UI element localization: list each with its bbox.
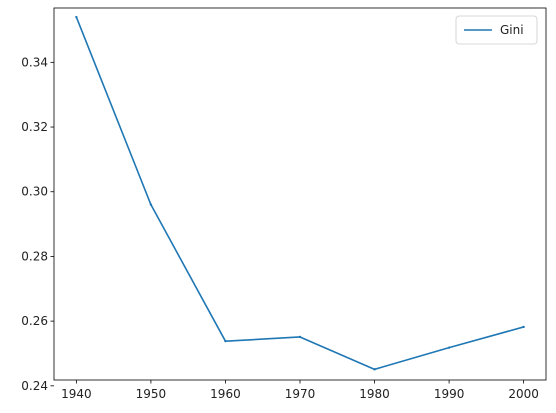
data-point [373, 368, 376, 371]
x-tick-label: 1970 [285, 387, 316, 401]
data-point [447, 346, 451, 349]
x-tick-label: 1960 [210, 387, 241, 401]
legend-box [455, 15, 538, 45]
y-tick-label: 0.34 [21, 55, 48, 69]
data-point [149, 203, 153, 206]
data-point [298, 335, 302, 339]
x-tick-label: 1990 [434, 387, 465, 401]
y-tick-label: 0.24 [21, 379, 48, 393]
legend: Gini [455, 15, 538, 45]
y-tick-label: 0.28 [21, 249, 48, 263]
data-point [75, 15, 78, 19]
plot-area [54, 8, 546, 380]
data-point [522, 325, 525, 329]
y-axis-ticks: 0.24 0.26 0.28 0.30 0.32 0.34 [21, 55, 54, 393]
y-tick-label: 0.30 [21, 185, 48, 199]
series-layer [75, 15, 525, 371]
plot-frame [53, 7, 547, 381]
x-tick-label: 1940 [61, 387, 92, 401]
x-tick-label: 2000 [508, 387, 539, 401]
y-tick-label: 0.32 [21, 120, 48, 134]
y-tick-label: 0.26 [21, 314, 48, 328]
legend-label: Gini [500, 23, 524, 37]
x-tick-label: 1980 [359, 387, 390, 401]
x-axis-ticks: 1940 1950 1960 1970 1980 1990 2000 [61, 380, 539, 401]
data-point [224, 339, 227, 343]
x-tick-label: 1950 [136, 387, 167, 401]
